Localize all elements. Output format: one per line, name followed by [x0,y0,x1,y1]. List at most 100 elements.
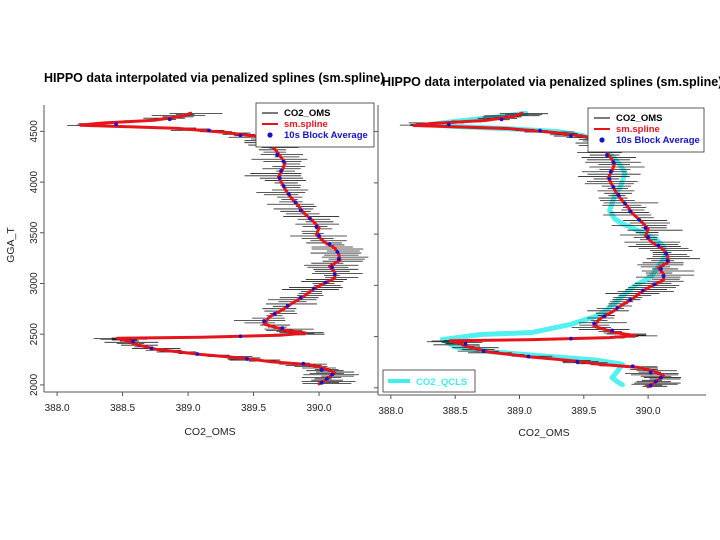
left-legend: CO2_OMS sm.spline 10s Block Average [255,102,375,148]
left-block-average-point [298,208,303,213]
left-block-average-point [114,122,118,127]
left-x-tick-label: 390.0 [307,403,332,414]
right-block-average-point [538,128,542,133]
right-x-tick-label: 388.0 [378,406,403,417]
left-block-average-point [238,334,243,339]
right-block-average-point [615,305,620,310]
right-block-average-point [628,209,633,214]
right-axis-ticks: 388.0 388.5 389.0 389.5 390.0 [374,131,661,417]
left-x-tick-label: 389.0 [176,403,201,414]
right-block-average-point [643,226,648,230]
left-plot-marks [67,111,369,386]
right-block-average-point [648,383,653,388]
left-block-average-point [319,367,324,372]
right-block-average-point [664,251,669,256]
right-plot-frame [377,105,706,396]
right-block-average-point [605,153,609,158]
left-y-tick-label: 4500 [29,120,40,143]
left-block-average-point [319,380,324,385]
left-block-average-point [307,216,312,221]
right-block-average-point [575,359,580,364]
left-block-average-point [335,250,340,254]
left-block-average-point [314,224,319,229]
right-block-average-point [630,364,635,369]
left-block-average-point [281,184,286,189]
left-x-tick-label: 389.5 [241,403,266,414]
right-block-average-point [526,354,531,359]
right-block-average-point [481,349,486,353]
right-block-average-point [463,341,468,346]
left-legend-label-block: 10s Block Average [284,130,368,141]
right-block-average-point [653,379,658,384]
left-block-average-point [293,200,298,205]
right-block-average-point [628,297,633,302]
left-block-average-point [325,376,329,381]
right-block-average-point [652,282,657,287]
right-block-average-point [623,201,627,206]
left-y-tick-label: 2000 [29,373,40,396]
right-block-average-point [646,235,651,240]
right-block-average-point [641,288,645,293]
left-block-average-point [336,257,341,262]
left-y-tick-label: 4000 [29,171,40,194]
right-block-average-point [665,258,670,263]
right-legend-label-qcls: CO2_QCLS [416,377,467,388]
left-block-average-point [195,352,200,356]
left-y-tick-label: 3000 [29,272,40,295]
left-block-average-point [207,128,211,133]
right-block-average-point [608,169,613,174]
left-chart-title: HIPPO data interpolated via penalized sp… [44,71,384,85]
right-legend-qcls: CO2_QCLS [382,369,476,393]
right-block-average-point [648,370,653,375]
right-legend-qcls-box [382,369,476,393]
left-block-average-point [298,295,303,300]
left-block-average-point [317,233,321,238]
right-block-average-point [637,217,642,222]
left-x-tick-label: 388.5 [110,403,135,414]
right-block-average-point [592,321,596,326]
right-block-average-point [656,243,661,248]
left-block-average-point [280,326,285,331]
left-legend-label-co2-oms: CO2_OMS [284,108,330,119]
left-y-tick-label: 3500 [29,221,40,244]
left-block-average-point [327,242,332,246]
left-plot-frame [43,105,378,393]
right-panel: HIPPO data interpolated via penalized sp… [374,75,720,439]
right-block-average-point [611,160,616,165]
left-block-average-point [275,152,280,157]
right-legend-swatch-block [599,137,605,143]
left-block-average-point [277,176,282,180]
left-x-axis-label: CO2_OMS [184,426,235,438]
right-x-axis-label: CO2_OMS [518,427,569,439]
right-chart-title: HIPPO data interpolated via penalized sp… [382,75,720,89]
left-block-average-point [332,272,337,277]
left-block-average-point [311,286,316,291]
left-block-average-point [131,339,135,344]
left-x-tick-label: 388.0 [45,403,70,414]
left-legend-swatch-block [267,132,273,138]
right-legend: CO2_OMS sm.spline 10s Block Average [587,107,705,153]
left-block-average-point [281,159,286,164]
left-block-average-point [238,133,243,138]
right-block-average-point [446,122,451,127]
right-block-average-point [659,267,663,271]
right-block-average-point [602,314,607,318]
right-legend-label-co2-oms: CO2_OMS [616,113,662,124]
left-legend-label-spline: sm.spline [284,119,328,130]
left-axis-ticks: 388.0 388.5 389.0 389.5 390.0 2000 2500 3000 350… [29,120,332,414]
right-x-tick-label: 389.5 [571,406,596,417]
left-block-average-point [272,312,277,316]
right-plot-marks [399,110,700,389]
right-block-average-point [499,117,504,122]
right-block-average-point [611,185,616,189]
right-block-average-point [616,193,621,198]
left-y-tick-label: 2500 [29,323,40,346]
left-block-average-point [285,303,290,308]
right-block-average-point [569,336,573,341]
left-block-average-point [262,319,266,323]
left-y-axis-label: GGA_T [5,227,17,263]
left-panel: HIPPO data interpolated via penalized sp… [5,71,384,438]
right-legend-label-spline: sm.spline [616,124,660,135]
left-block-average-point [167,117,172,122]
